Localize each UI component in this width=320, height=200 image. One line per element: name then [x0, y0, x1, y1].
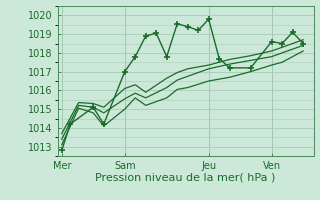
- X-axis label: Pression niveau de la mer( hPa ): Pression niveau de la mer( hPa ): [95, 172, 276, 182]
